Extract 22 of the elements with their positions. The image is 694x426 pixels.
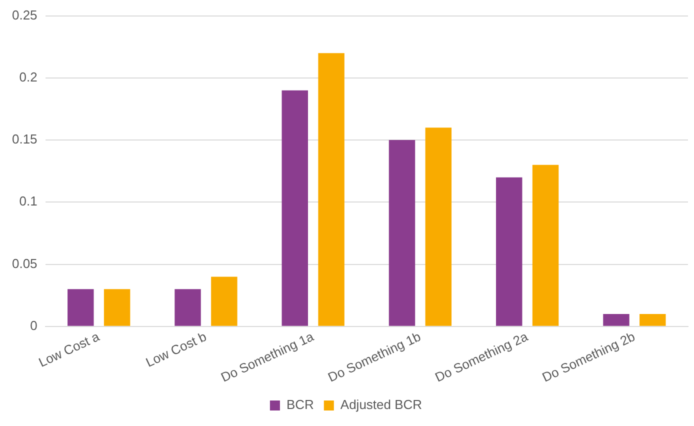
y-tick-label: 0 — [30, 318, 38, 333]
bar — [282, 90, 308, 326]
legend-label: BCR — [286, 397, 314, 412]
y-tick-label: 0.05 — [12, 256, 38, 271]
y-tick-label: 0.1 — [19, 194, 38, 209]
bar — [425, 128, 452, 326]
bar — [640, 314, 666, 326]
bar — [174, 289, 201, 326]
y-tick-label: 0.2 — [19, 70, 38, 84]
bar — [104, 289, 130, 326]
bar — [211, 276, 238, 326]
x-tick-label: Low Cost b — [143, 328, 209, 370]
bar — [603, 314, 630, 326]
y-tick-label: 0.25 — [12, 7, 38, 22]
legend-label: Adjusted BCR — [340, 397, 422, 412]
x-tick-label: Low Cost a — [36, 328, 102, 370]
y-tick-label: 0.15 — [12, 132, 38, 147]
bar — [318, 53, 344, 326]
bar — [388, 140, 416, 326]
bar — [68, 289, 94, 326]
bar — [532, 164, 559, 326]
bar — [496, 177, 522, 326]
